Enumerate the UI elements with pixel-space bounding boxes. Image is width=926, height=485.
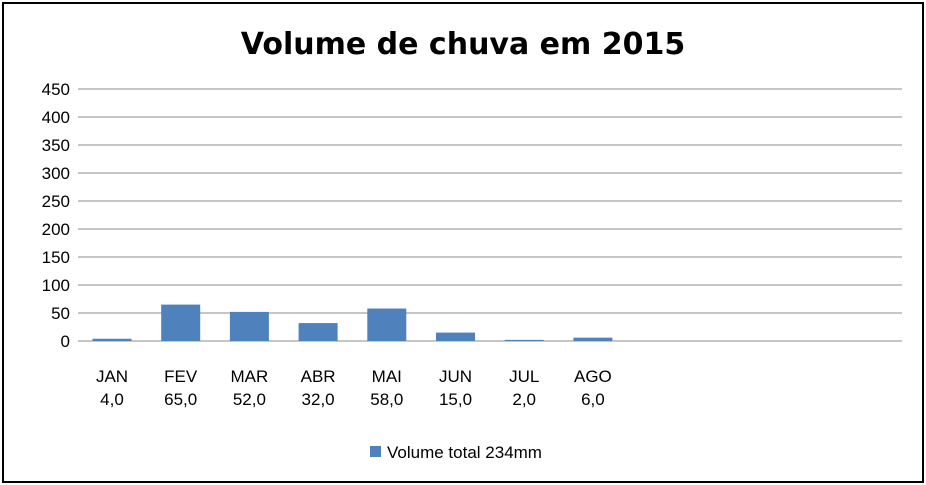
category-value-label: 52,0 — [233, 390, 266, 409]
bar-jul — [504, 339, 544, 341]
bar-jan — [92, 338, 132, 341]
grid-lines — [78, 88, 902, 342]
legend-label: Volume total 234mm — [387, 443, 542, 462]
category-label: FEV — [164, 367, 198, 386]
y-tick-label: 0 — [61, 332, 70, 351]
category-label: MAI — [372, 367, 402, 386]
category-label: MAR — [231, 367, 269, 386]
category-label: JUN — [439, 367, 472, 386]
bar-abr — [298, 323, 338, 341]
y-tick-label: 100 — [42, 276, 70, 295]
bar-jun — [436, 332, 475, 341]
legend: Volume total 234mm — [370, 443, 542, 462]
category-value-label: 32,0 — [302, 390, 335, 409]
chart-title: Volume de chuva em 2015 — [241, 27, 685, 62]
category-labels: JAN 4,0 FEV 65,0 MAR 52,0 ABR 32,0 MAI 58,0 JUN 15,… — [96, 367, 612, 409]
category-value-label: 4,0 — [100, 390, 124, 409]
y-tick-label: 150 — [42, 248, 70, 267]
y-tick-label: 50 — [51, 304, 70, 323]
y-tick-label: 400 — [42, 108, 70, 127]
bar-fev — [161, 304, 201, 341]
category-label: ABR — [301, 367, 336, 386]
y-axis-ticks: 0 50 100 150 200 250 300 350 400 450 — [42, 80, 70, 351]
category-label: AGO — [574, 367, 612, 386]
bars — [92, 304, 613, 341]
y-tick-label: 250 — [42, 192, 70, 211]
category-value-label: 58,0 — [370, 390, 403, 409]
category-value-label: 15,0 — [439, 390, 472, 409]
category-value-label: 65,0 — [164, 390, 197, 409]
y-tick-label: 300 — [42, 164, 70, 183]
category-value-label: 6,0 — [581, 390, 605, 409]
y-tick-label: 200 — [42, 220, 70, 239]
category-value-label: 2,0 — [512, 390, 536, 409]
bar-mar — [229, 311, 269, 341]
bar-ago — [573, 337, 613, 341]
y-tick-label: 350 — [42, 136, 70, 155]
category-label: JAN — [96, 367, 128, 386]
bar-mai — [367, 308, 407, 341]
y-tick-label: 450 — [42, 80, 70, 99]
legend-swatch — [370, 446, 381, 457]
category-label: JUL — [509, 367, 539, 386]
